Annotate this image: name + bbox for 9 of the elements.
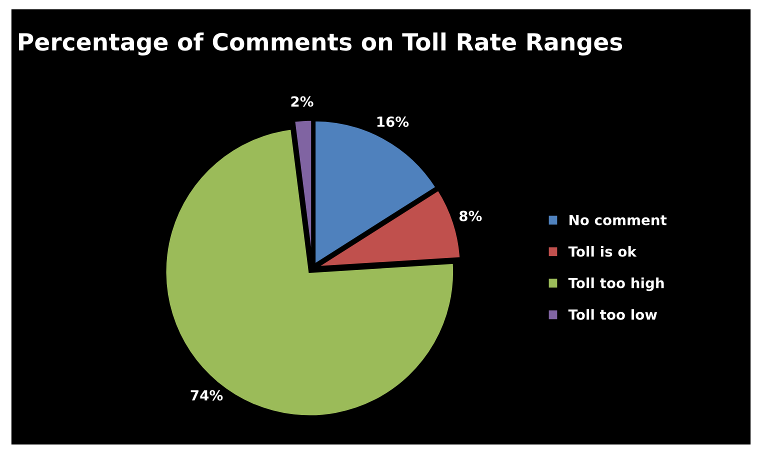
legend-label: Toll too high xyxy=(568,278,664,292)
data-label: 8% xyxy=(459,210,482,222)
data-label: 74% xyxy=(190,390,223,401)
data-label: 2% xyxy=(291,96,314,107)
legend-label: Toll is ok xyxy=(568,246,637,257)
data-label: 16% xyxy=(377,116,409,127)
chart-title: Percentage of Comments on Toll Rate Ranges xyxy=(19,32,622,56)
legend-label: No comment xyxy=(570,214,667,226)
legend-label: Toll too low xyxy=(568,309,658,320)
